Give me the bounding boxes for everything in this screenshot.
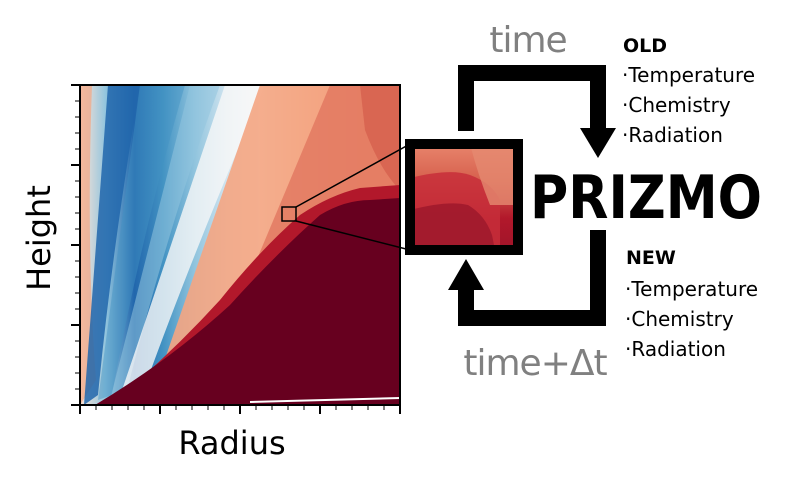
old-state-list: OLD ·Temperature ·Chemistry ·Radiation	[622, 35, 755, 147]
new-item-radiation: ·Radiation	[625, 337, 726, 361]
contour-blue-core	[84, 85, 140, 405]
zoom-line-bottom	[295, 220, 411, 251]
old-heading: OLD	[623, 35, 667, 57]
new-heading: NEW	[626, 247, 676, 269]
arrow-bottom	[458, 230, 606, 326]
x-axis-ticks	[79, 405, 401, 414]
new-item-chemistry: ·Chemistry	[625, 307, 734, 331]
prizmo-title: PRIZMO	[530, 163, 762, 233]
contour-white-band	[118, 85, 265, 402]
zoom-line-top	[295, 143, 411, 208]
y-axis-ticks	[71, 84, 80, 406]
arrow-bottom-head	[448, 259, 484, 290]
contour-blue-light	[98, 85, 185, 400]
old-item-temperature: ·Temperature	[622, 63, 755, 87]
arrow-top-head	[580, 128, 616, 158]
contour-maroon-disk	[95, 198, 400, 405]
zoom-indicator	[281, 143, 411, 251]
time-label: time	[489, 20, 566, 61]
arrow-top	[458, 65, 606, 135]
contour-red-mid	[200, 85, 400, 395]
contour-red-upper	[360, 85, 400, 190]
new-state-list: NEW ·Temperature ·Chemistry ·Radiation	[625, 247, 758, 361]
old-item-radiation: ·Radiation	[622, 123, 723, 147]
midplane-line	[249, 397, 400, 403]
contour-plot: Radius Height	[20, 84, 401, 462]
inset-cell	[405, 139, 523, 255]
x-axis-label: Radius	[178, 424, 285, 462]
cycle-arrows	[448, 65, 616, 326]
new-item-temperature: ·Temperature	[625, 277, 758, 301]
y-axis-label: Height	[20, 185, 58, 291]
old-item-chemistry: ·Chemistry	[622, 93, 731, 117]
time-delta-label: time+Δt	[463, 343, 607, 384]
zoom-box	[281, 206, 297, 222]
contour-lightblue-streak	[110, 85, 220, 400]
